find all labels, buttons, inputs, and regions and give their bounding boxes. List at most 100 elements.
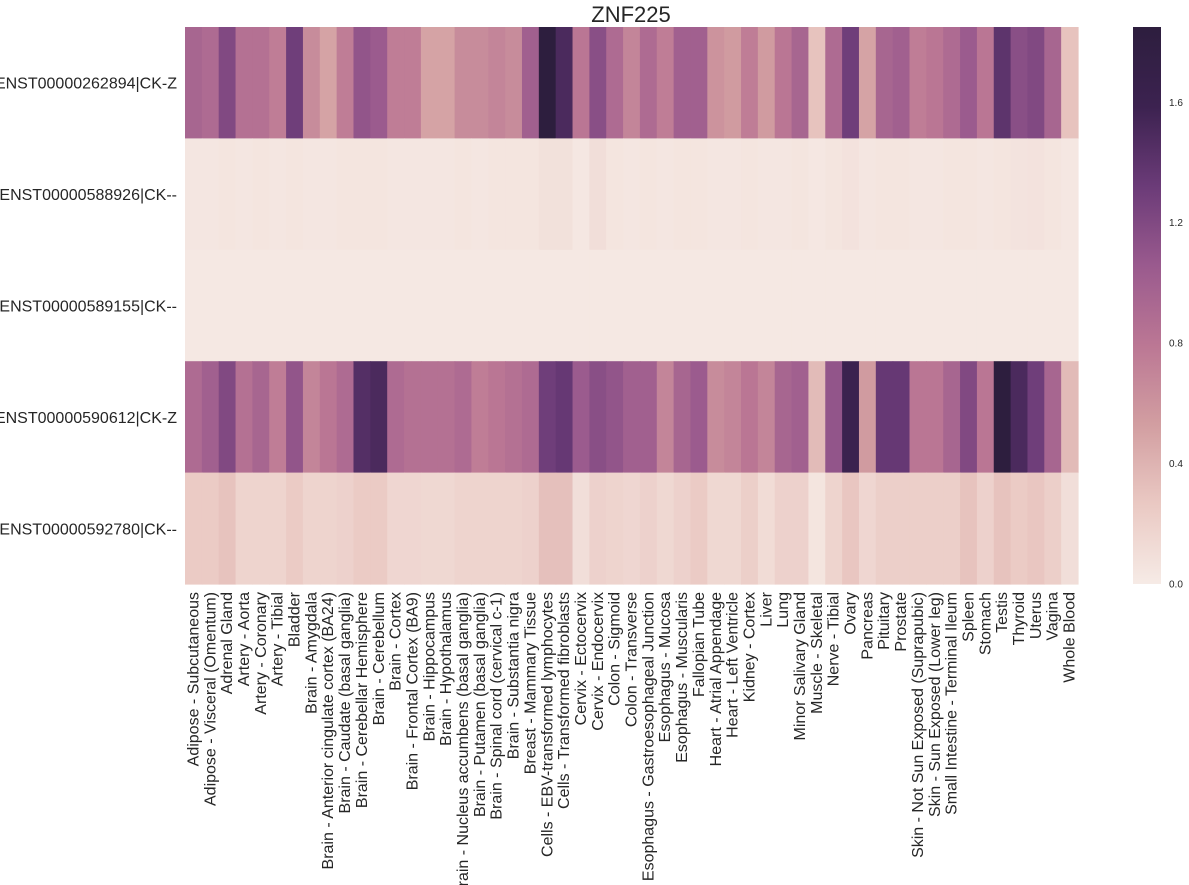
heatmap-cell [437, 472, 456, 585]
heatmap-cell [623, 249, 641, 362]
heatmap-cell [741, 361, 759, 474]
heatmap-cell [892, 249, 911, 362]
heatmap-cell [218, 27, 237, 139]
column-label: Adipose - Subcutaneous [185, 592, 202, 766]
column-label: Adrenal Gland [219, 592, 236, 694]
heatmap-cell [976, 472, 995, 585]
heatmap-cell [707, 27, 725, 139]
heatmap-cell [724, 27, 742, 139]
heatmap-cell [572, 361, 590, 474]
heatmap-cell [892, 361, 911, 474]
heatmap-cell [842, 361, 860, 474]
column-label: Skin - Not Sun Exposed (Suprapubic) [910, 592, 927, 858]
heatmap-cell [858, 472, 877, 585]
column-label: Brain - Anterior cingulate cortex (BA24) [320, 592, 337, 869]
heatmap-cell [235, 361, 253, 474]
heatmap-cell [505, 249, 523, 362]
heatmap-cell [302, 27, 321, 139]
heatmap-cell [370, 27, 388, 139]
heatmap-cell [185, 361, 203, 474]
heatmap-cell [488, 27, 506, 139]
heatmap-cell [808, 138, 826, 251]
column-label: Heart - Atrial Appendage [708, 592, 725, 766]
heatmap-cell [993, 27, 1012, 139]
heatmap-cell [319, 249, 338, 362]
heatmap-cell [454, 472, 473, 585]
heatmap-cell [707, 361, 725, 474]
heatmap-cell [538, 27, 557, 139]
heatmap-cell [201, 361, 220, 474]
heatmap-cell [319, 27, 338, 139]
column-label: Brain - Caudate (basal ganglia) [337, 592, 354, 813]
heatmap-cell [589, 249, 607, 362]
heatmap-cell [892, 138, 911, 251]
heatmap-cell [943, 472, 961, 585]
heatmap-cell [589, 138, 607, 251]
heatmap-cell [993, 361, 1012, 474]
heatmap-cell [454, 27, 473, 139]
heatmap-cell [757, 472, 776, 585]
heatmap-cell [825, 249, 843, 362]
heatmap-cell [353, 472, 371, 585]
column-label: Vagina [1045, 592, 1062, 641]
column-label: Brain - Cortex [388, 592, 405, 691]
column-label: Prostate [893, 592, 910, 652]
heatmap-cell [336, 138, 355, 251]
heatmap-cell [673, 138, 692, 251]
column-label: Breast - Mammary Tissue [522, 592, 539, 774]
heatmap-cell [960, 361, 978, 474]
heatmap-cell [1010, 249, 1029, 362]
heatmap-cell [639, 27, 658, 139]
heatmap-cell [404, 472, 422, 585]
row-labels: ENST00000262894|CK-Z ENST00000588926|CK--… [0, 76, 177, 539]
column-labels: Adipose - Subcutaneous Adipose - Visceral… [185, 591, 1078, 885]
colorbar-tick-label: 0.4 [1169, 459, 1183, 470]
heatmap-cell [589, 27, 607, 139]
heatmap-cell [673, 472, 692, 585]
heatmap-cell [404, 27, 422, 139]
heatmap-cell [858, 138, 877, 251]
heatmap-cell [656, 472, 675, 585]
heatmap-cell [943, 27, 961, 139]
heatmap-cell [420, 138, 439, 251]
column-label: Minor Salivary Gland [792, 592, 809, 741]
heatmap-cell [404, 249, 422, 362]
heatmap-cell [741, 138, 759, 251]
column-label: Heart - Left Ventricle [725, 592, 742, 738]
heatmap-cell [235, 138, 253, 251]
heatmap-cell [185, 27, 203, 139]
heatmap-cell [269, 249, 287, 362]
heatmap-cell [1061, 472, 1079, 585]
heatmap-cell [488, 138, 506, 251]
heatmap-cell [538, 361, 557, 474]
heatmap-cell [926, 472, 944, 585]
heatmap-cell [791, 249, 810, 362]
heatmap-cell [555, 361, 574, 474]
heatmap-cell [1027, 27, 1045, 139]
heatmap-cell [774, 249, 793, 362]
column-label: Artery - Aorta [236, 592, 253, 686]
heatmap-cell [252, 361, 270, 474]
heatmap-cell [791, 27, 810, 139]
heatmap-cell [1044, 472, 1062, 585]
column-label: Spleen [960, 592, 977, 642]
heatmap-cell [1044, 361, 1062, 474]
heatmap-cell [724, 249, 742, 362]
column-label: Brain - Cerebellar Hemisphere [354, 592, 371, 808]
heatmap-cell [218, 361, 237, 474]
heatmap-cell [943, 138, 961, 251]
column-label: Esophagus - Muscularis [674, 592, 691, 763]
heatmap-cell [1010, 361, 1029, 474]
heatmap-cell [302, 249, 321, 362]
heatmap-cell [387, 249, 405, 362]
heatmap-cell [791, 138, 810, 251]
column-label: Whole Blood [1062, 592, 1079, 683]
heatmap-cell [808, 361, 826, 474]
heatmap-cell [1061, 27, 1079, 139]
heatmap-cell [420, 27, 439, 139]
heatmap-cell [993, 472, 1012, 585]
heatmap-cell [707, 472, 725, 585]
heatmap-cell [993, 249, 1012, 362]
column-label: Stomach [977, 592, 994, 655]
heatmap-cell [370, 361, 388, 474]
